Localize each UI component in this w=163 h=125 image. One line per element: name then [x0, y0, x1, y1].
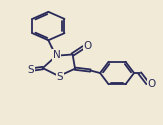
Text: N: N — [53, 50, 60, 60]
Text: S: S — [56, 72, 63, 82]
Text: S: S — [27, 65, 34, 75]
Text: O: O — [83, 41, 92, 51]
Text: O: O — [147, 79, 156, 89]
